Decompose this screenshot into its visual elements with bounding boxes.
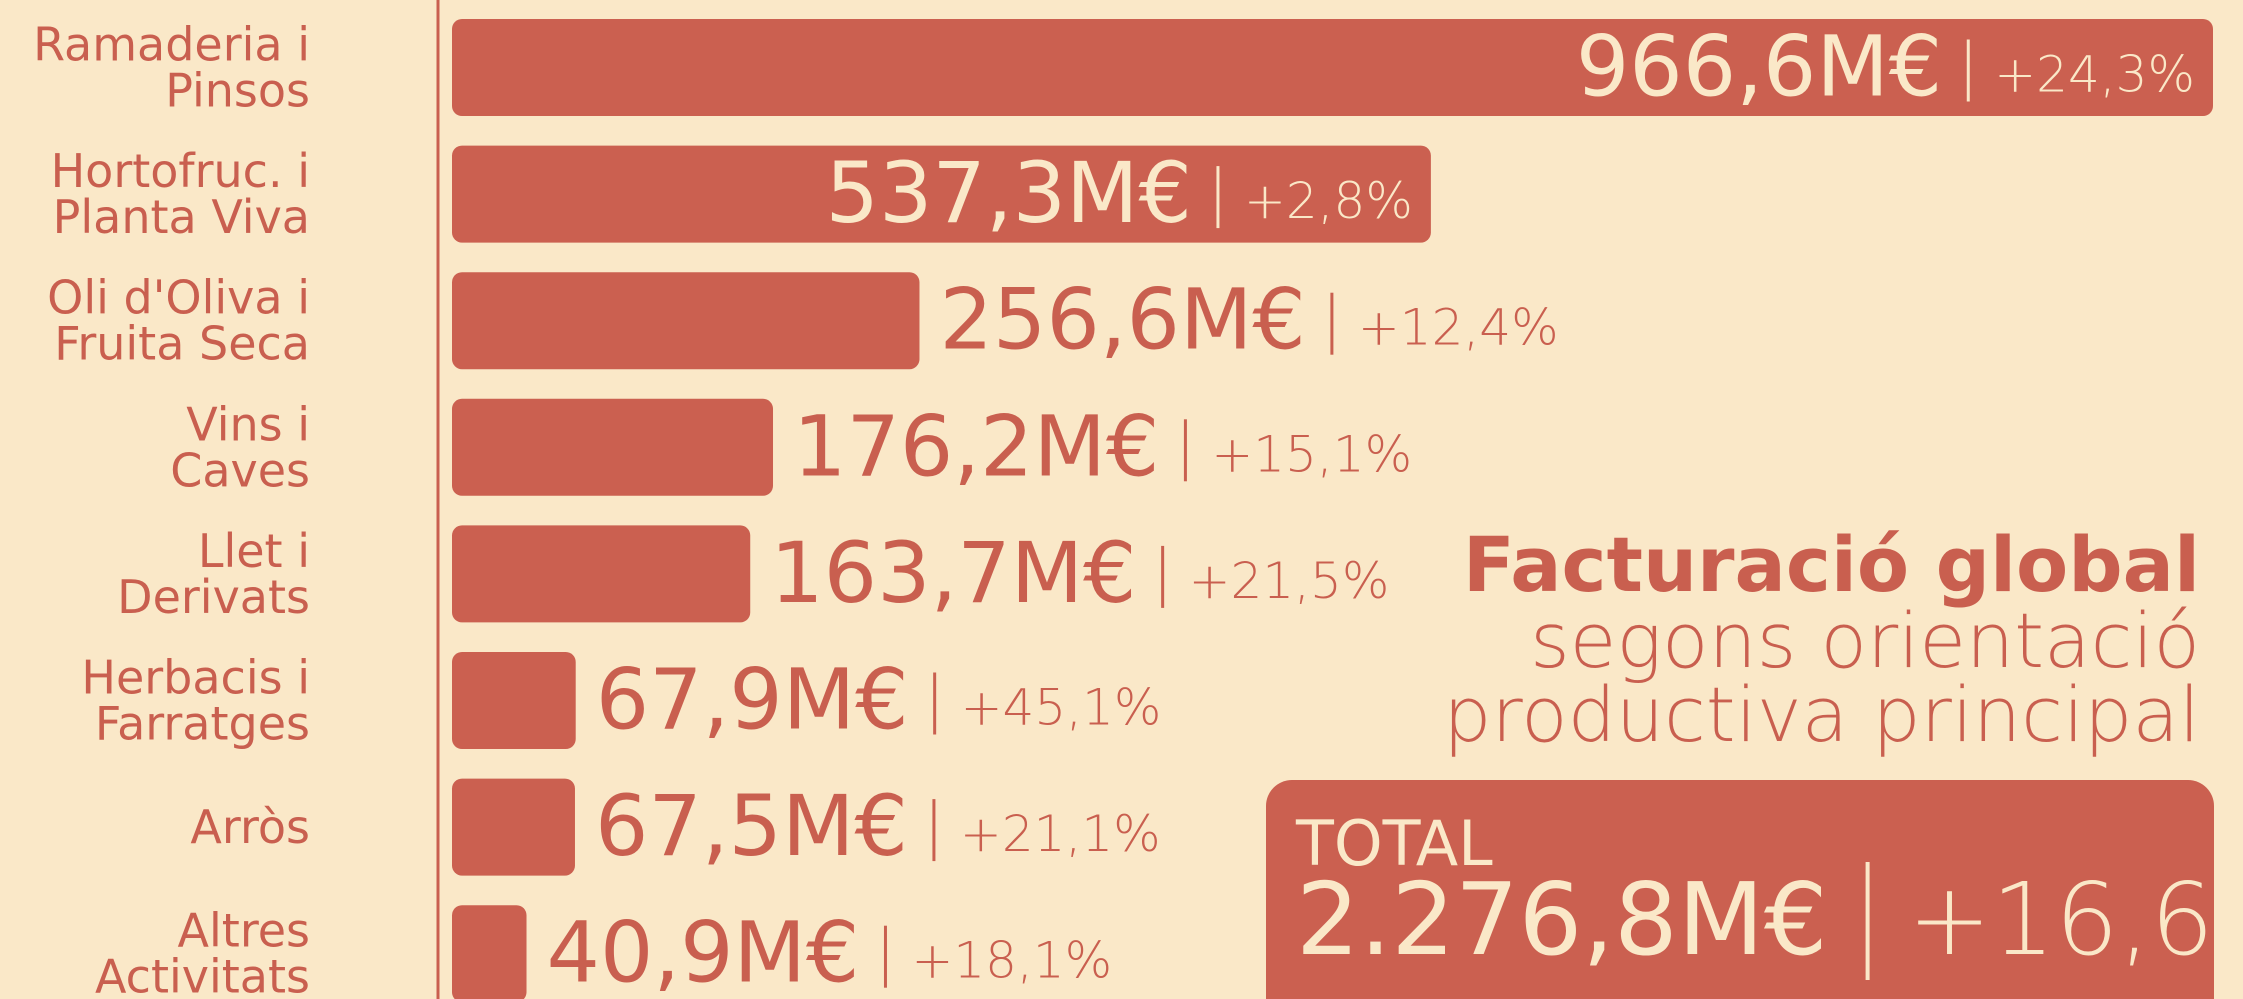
category-label: Oli d'Oliva i xyxy=(47,271,310,325)
category-label: Farratges xyxy=(95,697,310,751)
change-label: +21,1% xyxy=(960,805,1161,863)
category-label: Pinsos xyxy=(165,64,310,118)
category-label: Fruita Seca xyxy=(54,317,310,371)
value-label: 40,9M€ xyxy=(547,904,860,999)
category-label: Altres xyxy=(178,904,310,958)
change-label: +2,8% xyxy=(1244,172,1413,230)
category-label: Activitats xyxy=(95,950,310,999)
change-label: +24,3% xyxy=(1994,46,2195,104)
category-label: Hortofruc. i xyxy=(51,144,310,198)
bar xyxy=(452,19,2213,116)
bar xyxy=(452,145,1431,243)
bar xyxy=(452,778,575,876)
value-label: 67,9M€ xyxy=(596,651,909,749)
bar xyxy=(452,905,527,999)
category-label: Caves xyxy=(170,443,310,497)
category-label: Vins i xyxy=(186,397,310,451)
value-label: 537,3M€ xyxy=(826,144,1192,242)
change-label: +12,4% xyxy=(1358,299,1559,357)
category-label: Derivats xyxy=(117,570,310,624)
total-value: 2.276,8M€ xyxy=(1296,861,1828,978)
change-label: +21,5% xyxy=(1189,552,1390,610)
value-label: 163,7M€ xyxy=(770,524,1136,622)
category-label: Planta Viva xyxy=(53,190,310,244)
bar xyxy=(452,652,576,749)
total-label: TOTAL xyxy=(1295,807,1493,880)
change-label: +45,1% xyxy=(961,679,1162,737)
total-box xyxy=(1266,780,2214,999)
change-label: +15,1% xyxy=(1211,425,1412,483)
change-label: +18,1% xyxy=(911,932,1112,990)
value-label: 176,2M€ xyxy=(793,397,1159,495)
category-label: Herbacis i xyxy=(81,651,310,705)
bar xyxy=(452,398,774,496)
bar xyxy=(452,272,920,370)
category-label: Ramaderia i xyxy=(33,18,310,72)
bar xyxy=(452,525,751,623)
value-label: 67,5M€ xyxy=(595,777,908,875)
chart-title: Facturació global xyxy=(1463,520,2200,609)
chart-title: segons orientació xyxy=(1530,596,2200,685)
value-label: 256,6M€ xyxy=(939,271,1305,369)
category-label: Llet i xyxy=(198,524,310,578)
value-label: 966,6M€ xyxy=(1576,18,1942,116)
total-change: +16,6% xyxy=(1908,861,2243,978)
category-label: Arròs xyxy=(190,800,310,854)
chart-title: productiva principal xyxy=(1443,670,2200,759)
